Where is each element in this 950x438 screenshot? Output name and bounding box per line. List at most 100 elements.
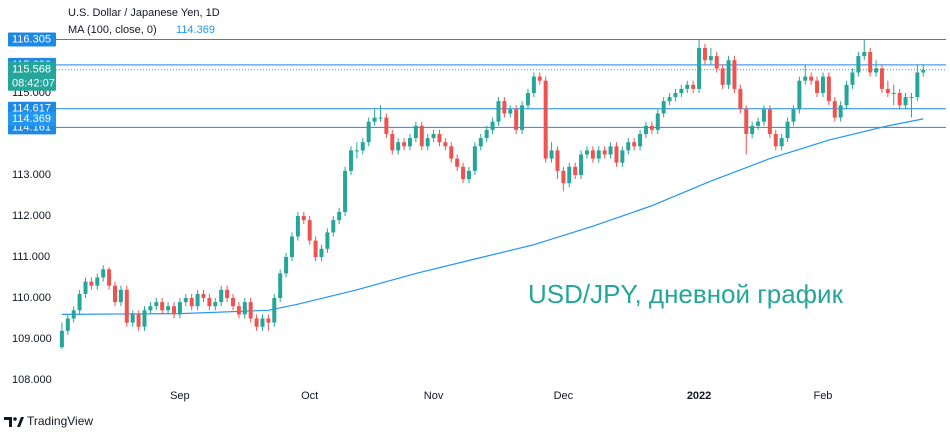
candle-body xyxy=(154,302,159,307)
candle-body xyxy=(230,298,235,307)
candle-body xyxy=(549,150,554,159)
price-tag-label: 114.617 xyxy=(12,103,51,115)
candle-body xyxy=(685,84,690,89)
candle-body xyxy=(366,121,371,143)
candle-body xyxy=(331,220,336,233)
candle-body xyxy=(561,170,566,184)
candle-body xyxy=(803,76,808,81)
candle-body xyxy=(815,80,820,93)
candle-body xyxy=(118,289,123,303)
candle-body xyxy=(461,166,466,180)
price-lines xyxy=(56,38,946,128)
candle-body xyxy=(354,150,359,152)
candle-body xyxy=(219,289,224,303)
candle-body xyxy=(537,76,542,81)
candle-body xyxy=(136,314,141,327)
candle-body xyxy=(673,92,678,98)
candle-body xyxy=(337,211,342,221)
candle-body xyxy=(767,109,772,134)
candle-body xyxy=(756,121,761,126)
countdown-label: 08:42:07 xyxy=(12,78,55,90)
candle-body xyxy=(579,154,584,175)
candle-body xyxy=(225,289,230,298)
candle-body xyxy=(289,236,294,257)
candle-body xyxy=(348,150,353,171)
candle-body xyxy=(679,88,684,93)
candle-body xyxy=(761,109,766,122)
candle-body xyxy=(71,310,76,319)
candle-body xyxy=(343,170,348,212)
candle-body xyxy=(502,101,507,114)
candle-body xyxy=(879,68,884,89)
candle-body xyxy=(897,92,902,106)
candle-body xyxy=(850,72,855,85)
candle-body xyxy=(65,318,70,331)
candle-body xyxy=(555,150,560,171)
x-tick-label: Oct xyxy=(301,390,318,402)
candle-body xyxy=(785,121,790,139)
candle-body xyxy=(360,142,365,151)
candle-body xyxy=(909,97,914,99)
x-tick-label: 2022 xyxy=(687,390,711,402)
candle-body xyxy=(254,318,259,327)
candle-body xyxy=(148,306,153,311)
candle-body xyxy=(726,60,731,85)
candle-body xyxy=(124,289,129,323)
candle-body xyxy=(413,125,418,139)
ma-tag-bg xyxy=(8,111,56,126)
candle-body xyxy=(720,68,725,85)
candle-body xyxy=(490,121,495,130)
candle-body xyxy=(714,56,719,69)
candle-body xyxy=(325,232,330,249)
candle-body xyxy=(130,314,135,323)
candle-body xyxy=(201,293,206,298)
candle-body xyxy=(661,101,666,114)
candle-body xyxy=(584,150,589,155)
candle-body xyxy=(402,142,407,147)
candle-body xyxy=(773,133,778,147)
candle-body xyxy=(826,76,831,102)
candle-body xyxy=(307,220,312,241)
candle-body xyxy=(525,92,530,106)
candle-body xyxy=(856,56,861,73)
candle-body xyxy=(77,293,82,311)
candle-body xyxy=(466,170,471,180)
candle-body xyxy=(862,51,867,57)
candle-body xyxy=(213,302,218,307)
candle-body xyxy=(614,146,619,163)
candle-body xyxy=(166,306,171,311)
candle-body xyxy=(838,105,843,118)
candle-body xyxy=(455,158,460,167)
candle-body xyxy=(419,125,424,147)
candle-body xyxy=(83,281,88,294)
candle-body xyxy=(514,109,519,130)
candle-body xyxy=(626,142,631,151)
annotation: USD/JPY, дневной график xyxy=(528,279,844,309)
candle-body xyxy=(667,97,672,102)
candle-body xyxy=(791,109,796,122)
price-tag-label: 116.305 xyxy=(12,33,51,45)
candle-body xyxy=(284,256,289,274)
candle-body xyxy=(484,129,489,139)
candle-body xyxy=(691,84,696,89)
candle-body xyxy=(903,97,908,106)
x-tick-label: Nov xyxy=(424,390,444,402)
candle-body xyxy=(520,105,525,130)
candle-body xyxy=(921,69,926,73)
y-tick-label: 111.000 xyxy=(12,251,50,263)
candle-body xyxy=(313,240,318,257)
candle-body xyxy=(779,138,784,147)
candle-body xyxy=(702,47,707,61)
candle-body xyxy=(543,80,548,159)
price-tags: 116.305115.686114.617114.161114.369115.5… xyxy=(8,32,56,135)
last-price-bg xyxy=(8,61,56,91)
candle-body xyxy=(112,285,117,303)
candle-body xyxy=(272,298,277,323)
candle-body xyxy=(496,101,501,122)
candle-body xyxy=(301,215,306,221)
candle-body xyxy=(655,113,660,130)
candle-body xyxy=(378,117,383,119)
indicator-value: 114.369 xyxy=(176,24,215,36)
candle-body xyxy=(207,298,212,307)
